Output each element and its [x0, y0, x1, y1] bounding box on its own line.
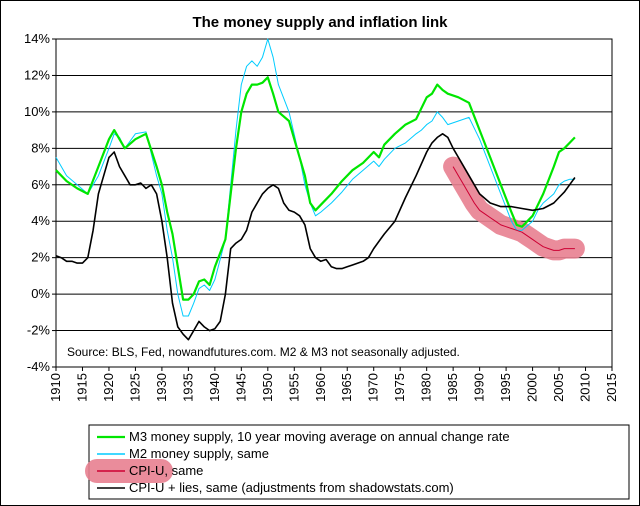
x-tick-label: 1975 — [392, 373, 407, 402]
x-tick-label: 1970 — [366, 373, 381, 402]
x-tick-label: 1955 — [286, 373, 301, 402]
legend-highlight-swatch — [85, 459, 173, 483]
x-tick-label: 1980 — [419, 373, 434, 402]
y-tick-label: 8% — [31, 140, 50, 155]
x-tick-label: 1965 — [339, 373, 354, 402]
chart-title: The money supply and inflation link — [192, 14, 448, 31]
grid-lines — [56, 38, 612, 368]
x-tick-label: 2015 — [604, 373, 619, 402]
x-tick-label: 1985 — [445, 373, 460, 402]
legend-box — [88, 424, 630, 500]
y-tick-label: 2% — [31, 250, 50, 265]
y-tick-label: 12% — [24, 67, 50, 82]
y-tick-label: 0% — [31, 286, 50, 301]
y-tick-label: 6% — [31, 177, 50, 192]
x-tick-label: 1910 — [48, 373, 63, 402]
x-tick-label: 1915 — [74, 373, 89, 402]
cpi-u-lies-series-line — [55, 133, 576, 341]
x-tick-label: 2010 — [578, 373, 593, 402]
m3-series-line — [55, 76, 576, 301]
source-annotation: Source: BLS, Fed, nowandfutures.com. M2 … — [67, 345, 460, 359]
y-tick-label: -2% — [27, 323, 51, 338]
legend-item-m3: M3 money supply, 10 year moving average … — [129, 429, 510, 444]
x-tick-label: 1930 — [154, 373, 169, 402]
x-tick-label: 1950 — [260, 373, 275, 402]
x-tick-label: 1995 — [498, 373, 513, 402]
y-tick-label: 14% — [24, 31, 50, 46]
legend-item-m2: M2 money supply, same — [129, 446, 269, 461]
x-tick-label: 2005 — [551, 373, 566, 402]
x-tick-label: 2000 — [525, 373, 540, 402]
y-tick-label: 4% — [31, 213, 50, 228]
m2-series-line — [55, 38, 575, 317]
legend-item-cpi-u-lies: CPI-U + lies, same (adjustments from sha… — [129, 480, 454, 495]
x-tick-label: 1940 — [207, 373, 222, 402]
x-tick-label: 1990 — [472, 373, 487, 402]
x-tick-label: 1960 — [313, 373, 328, 402]
series-lines — [55, 38, 576, 341]
y-axis: 14% 12% 10% 8% 6% 4% 2% 0% -2% -4% — [24, 31, 56, 374]
x-axis: 1910 1915 1920 1925 1930 1935 1940 1945 1950 1955… — [48, 367, 619, 402]
x-tick-label: 1920 — [101, 373, 116, 402]
x-tick-label: 1925 — [127, 373, 142, 402]
legend: M3 money supply, 10 year moving average … — [85, 429, 510, 495]
y-tick-label: 10% — [24, 104, 50, 119]
plot-area — [55, 38, 613, 368]
x-tick-label: 1935 — [180, 373, 195, 402]
legend-item-cpi-u: CPI-U, same — [129, 463, 203, 478]
cpi-u-series-line — [452, 166, 575, 251]
x-tick-label: 1945 — [233, 373, 248, 402]
y-tick-label: -4% — [27, 359, 51, 374]
